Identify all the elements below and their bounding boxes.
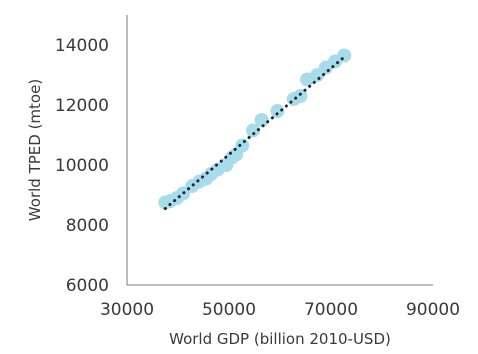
data-point [293, 89, 308, 103]
x-tick-label: 30000 [100, 300, 154, 320]
y-tick-label: 8000 [66, 216, 109, 236]
x-tick-labels: 30000 50000 70000 90000 [100, 300, 460, 320]
x-tick-label: 50000 [202, 300, 256, 320]
y-tick-labels: 6000 8000 10000 12000 14000 [55, 36, 109, 296]
y-tick-label: 6000 [66, 276, 109, 296]
axes [126, 15, 433, 286]
y-tick-label: 10000 [55, 156, 109, 176]
y-tick-label: 14000 [55, 36, 109, 56]
x-tick-label: 70000 [304, 300, 358, 320]
y-axis-title: World TPED (mtoe) [26, 79, 44, 221]
data-point [245, 123, 260, 138]
x-axis-title: World GDP (billion 2010-USD) [169, 330, 391, 348]
data-point [254, 113, 269, 127]
x-tick-label: 90000 [406, 300, 460, 320]
trendline [163, 55, 346, 210]
y-tick-label: 12000 [55, 96, 109, 116]
data-point [337, 48, 352, 63]
data-points [158, 48, 352, 210]
data-point [270, 104, 285, 118]
trendline-group [163, 55, 346, 210]
data-point [235, 138, 250, 153]
